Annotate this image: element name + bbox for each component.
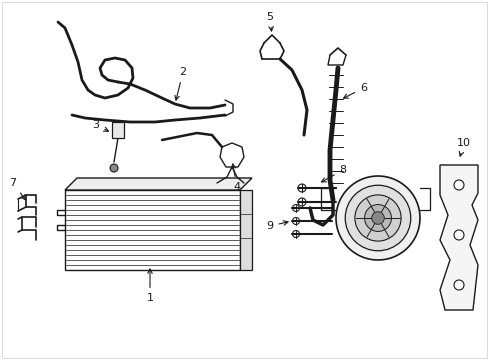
Text: 7: 7	[9, 178, 25, 200]
Text: 6: 6	[343, 83, 366, 98]
Circle shape	[453, 230, 463, 240]
Bar	[240, 190, 251, 270]
Text: 8: 8	[321, 165, 346, 182]
Polygon shape	[65, 178, 251, 190]
Circle shape	[110, 164, 118, 172]
Polygon shape	[439, 165, 477, 310]
Text: 9: 9	[266, 221, 287, 231]
Circle shape	[345, 185, 410, 251]
Text: 3: 3	[92, 120, 108, 131]
Circle shape	[335, 176, 419, 260]
Circle shape	[364, 204, 390, 231]
Text: 5: 5	[266, 12, 273, 31]
Bar	[112, 122, 124, 138]
Circle shape	[453, 180, 463, 190]
Text: 2: 2	[175, 67, 186, 100]
Text: 4: 4	[231, 164, 240, 192]
Text: 10: 10	[456, 138, 470, 156]
Polygon shape	[65, 190, 240, 270]
Circle shape	[453, 280, 463, 290]
Circle shape	[371, 212, 384, 224]
Text: 1: 1	[146, 269, 153, 303]
Circle shape	[354, 195, 400, 241]
